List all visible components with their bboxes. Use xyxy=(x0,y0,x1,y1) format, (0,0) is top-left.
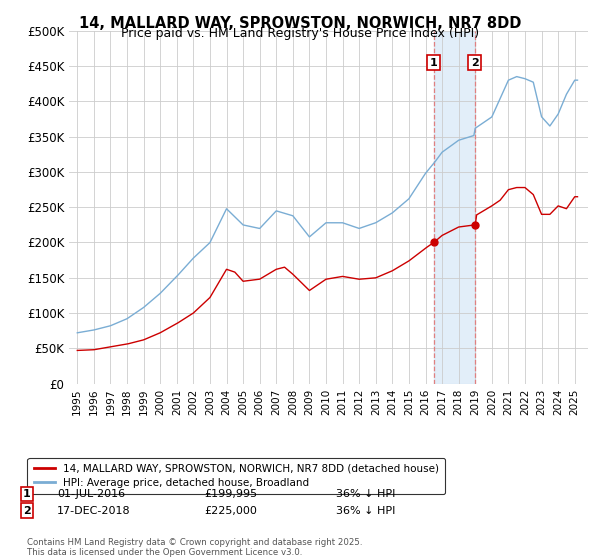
Text: 17-DEC-2018: 17-DEC-2018 xyxy=(57,506,131,516)
Text: 1: 1 xyxy=(23,489,31,499)
Text: 2: 2 xyxy=(471,58,478,68)
Bar xyxy=(434,31,475,384)
Text: Price paid vs. HM Land Registry's House Price Index (HPI): Price paid vs. HM Land Registry's House … xyxy=(121,27,479,40)
Text: £199,995: £199,995 xyxy=(204,489,257,499)
Text: 1: 1 xyxy=(430,58,437,68)
Text: 2: 2 xyxy=(23,506,31,516)
Text: 36% ↓ HPI: 36% ↓ HPI xyxy=(336,489,395,499)
Text: £225,000: £225,000 xyxy=(204,506,257,516)
Text: 14, MALLARD WAY, SPROWSTON, NORWICH, NR7 8DD: 14, MALLARD WAY, SPROWSTON, NORWICH, NR7… xyxy=(79,16,521,31)
Text: 01-JUL-2016: 01-JUL-2016 xyxy=(57,489,125,499)
Text: Contains HM Land Registry data © Crown copyright and database right 2025.
This d: Contains HM Land Registry data © Crown c… xyxy=(27,538,362,557)
Text: 36% ↓ HPI: 36% ↓ HPI xyxy=(336,506,395,516)
Legend: 14, MALLARD WAY, SPROWSTON, NORWICH, NR7 8DD (detached house), HPI: Average pric: 14, MALLARD WAY, SPROWSTON, NORWICH, NR7… xyxy=(28,458,445,494)
